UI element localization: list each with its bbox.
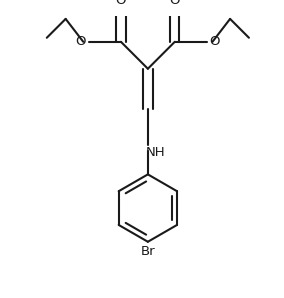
Text: O: O (116, 0, 126, 7)
Text: O: O (76, 35, 86, 48)
Text: NH: NH (145, 146, 165, 159)
Text: O: O (210, 35, 220, 48)
Text: O: O (170, 0, 180, 7)
Text: Br: Br (141, 245, 155, 258)
